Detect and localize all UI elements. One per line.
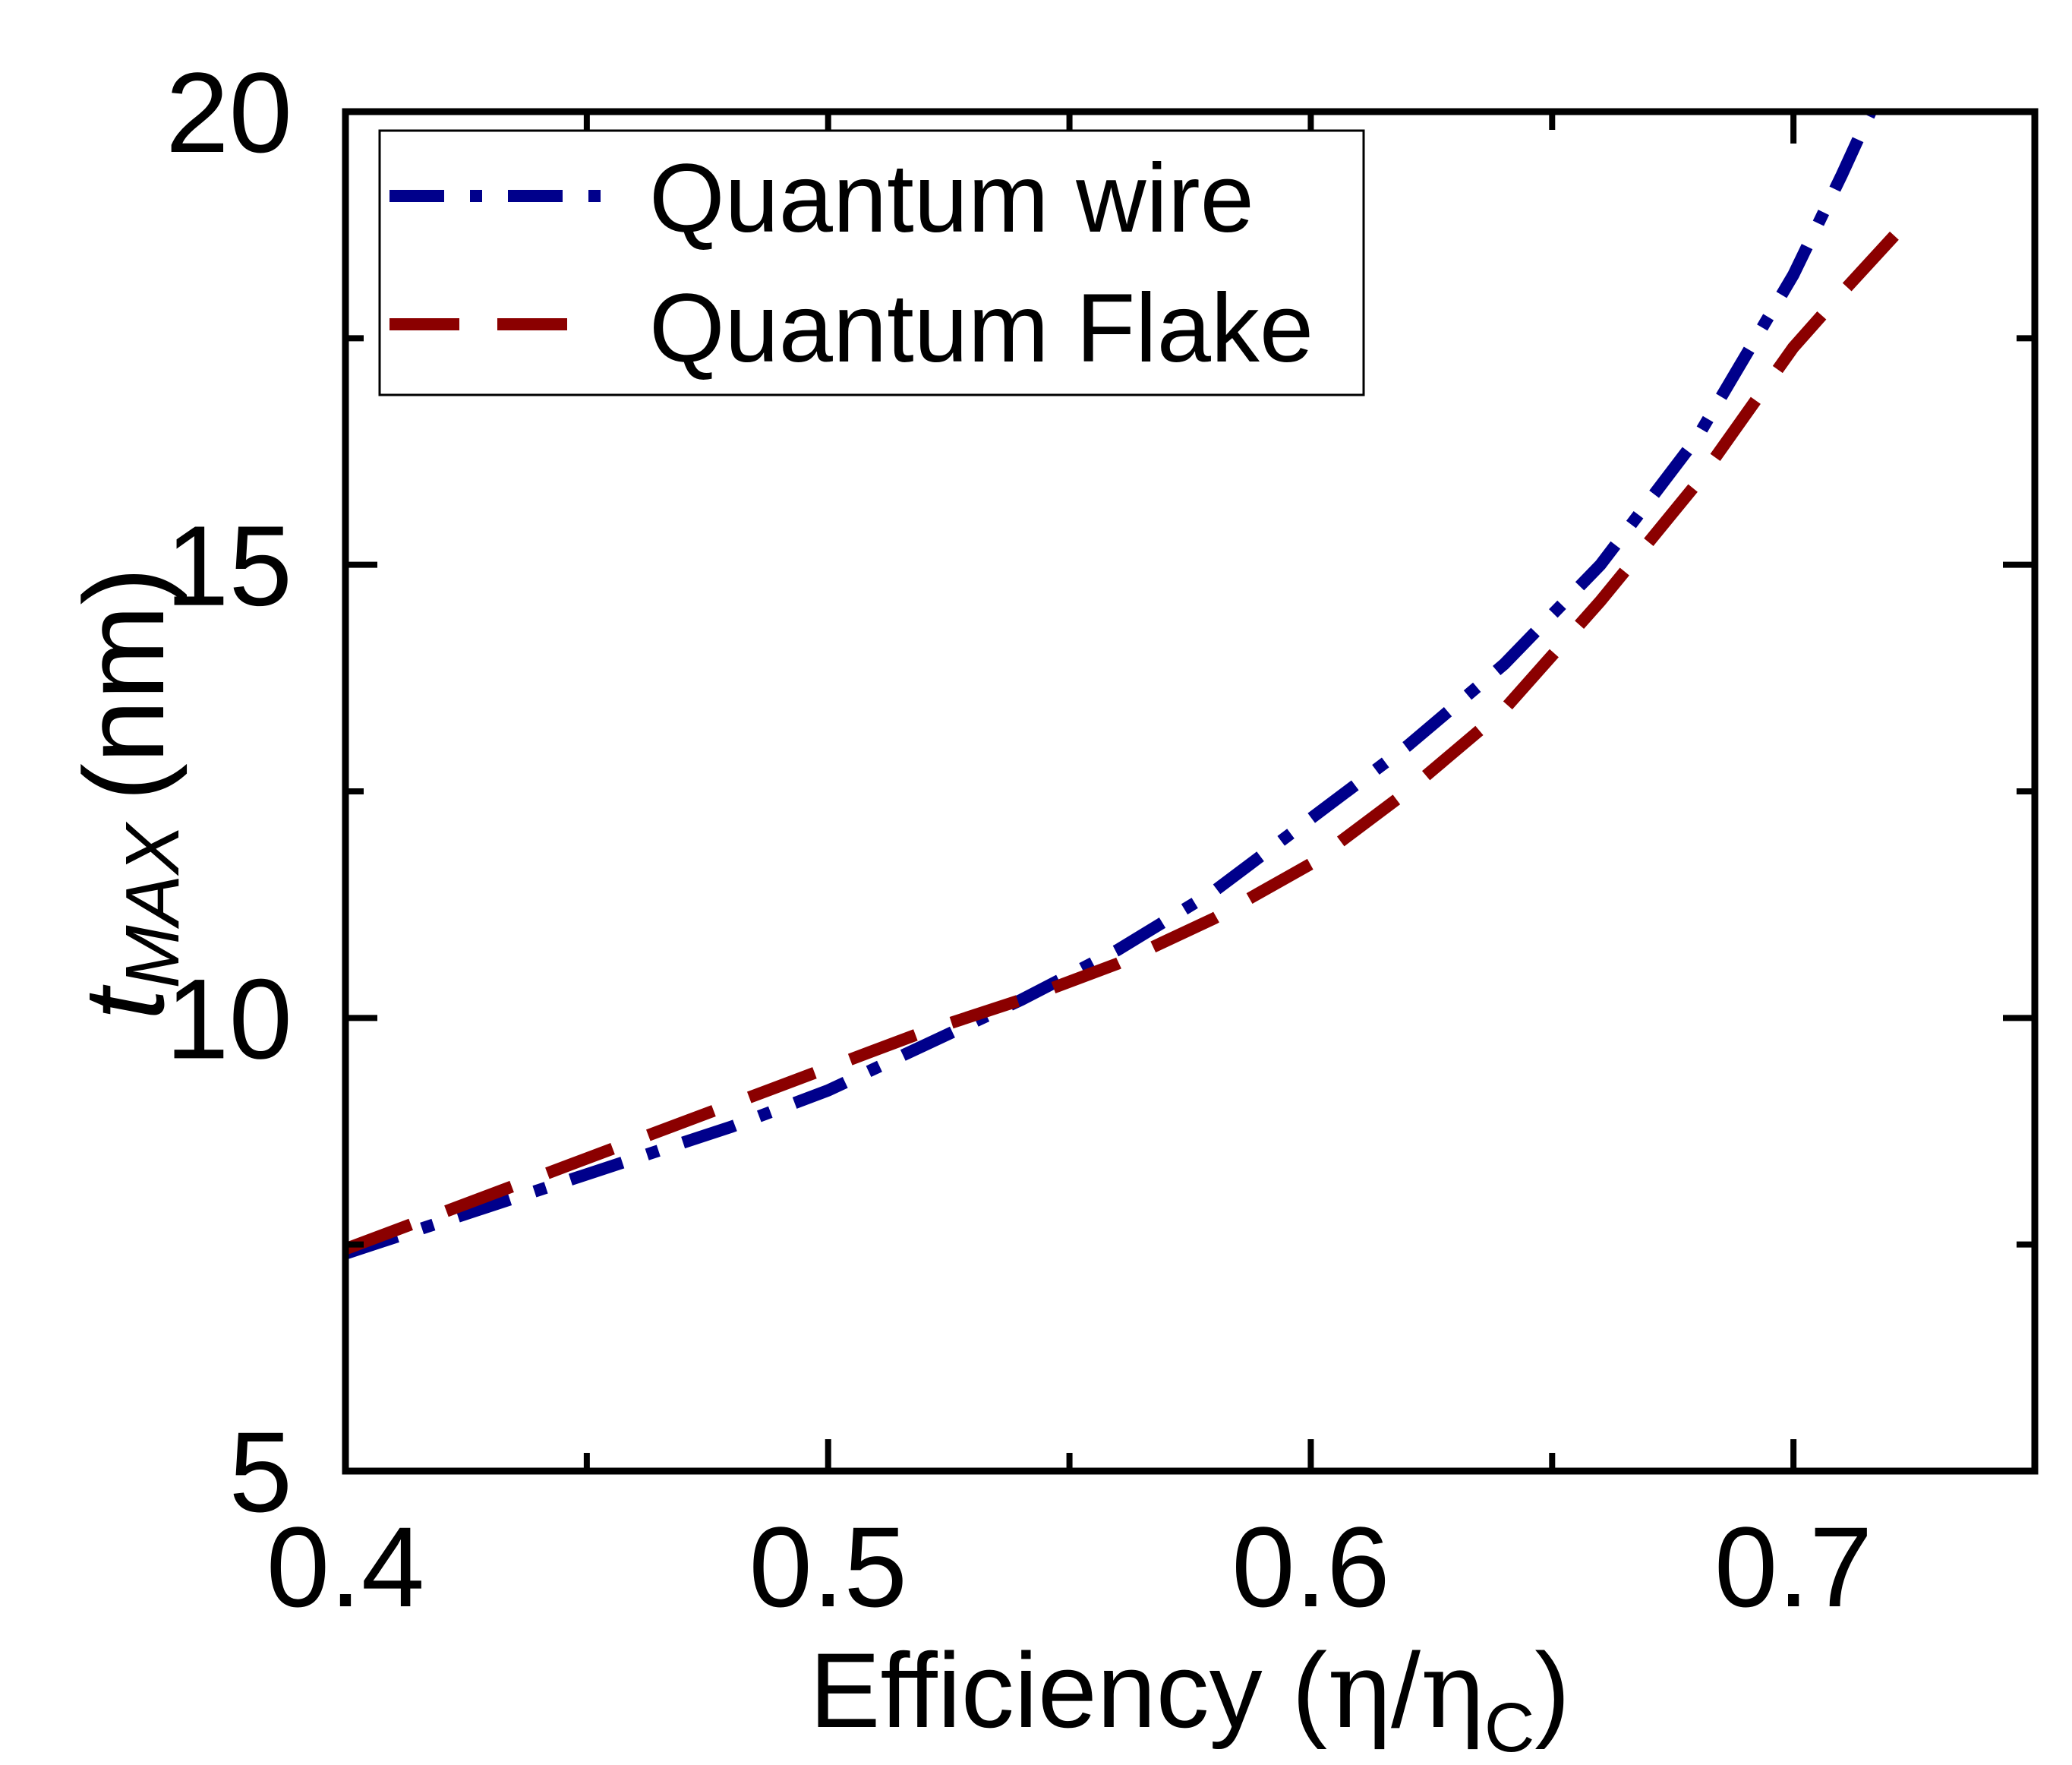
series-line-quantum-flake: [345, 207, 1922, 1255]
series-layer: [345, 112, 1922, 1260]
x-tick-label: 0.7: [1714, 1503, 1873, 1631]
y-axis-label: tMAX(nm): [60, 567, 195, 1021]
legend-label-quantum-flake: Quantum Flake: [649, 274, 1314, 383]
x-tick-label: 0.6: [1232, 1503, 1390, 1631]
legend: Quantum wire Quantum Flake: [378, 129, 1365, 396]
y-tick-label: 20: [166, 49, 292, 176]
x-tick-label: 0.5: [749, 1503, 907, 1631]
y-tick-label: 5: [229, 1408, 292, 1536]
tick-layer: 0.4 0.5 0.6 0.7 5 10 15 20: [166, 49, 2035, 1631]
series-line-quantum-wire: [345, 112, 1877, 1260]
x-tick-label: 0.4: [266, 1503, 425, 1631]
y-tick-label: 10: [166, 955, 292, 1082]
legend-label-quantum-wire: Quantum wire: [649, 144, 1254, 253]
x-axis-label: Efficiency (η/ηC): [809, 1629, 1570, 1765]
legend-box: [378, 129, 1365, 396]
y-tick-label: 15: [166, 502, 292, 630]
